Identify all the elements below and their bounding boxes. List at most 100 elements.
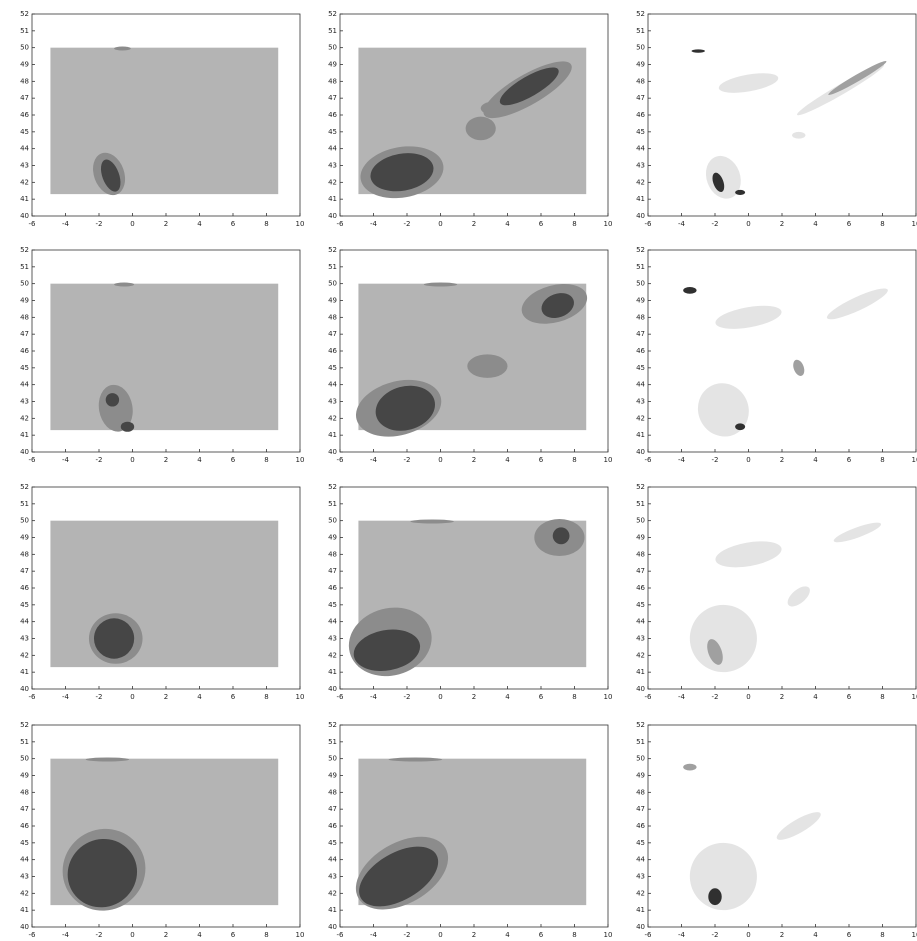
contour-region <box>714 302 783 334</box>
x-tick-label: 2 <box>164 456 168 464</box>
y-tick-label: 46 <box>328 822 337 830</box>
y-tick-label: 51 <box>328 27 337 35</box>
x-tick-label: 6 <box>231 456 236 464</box>
y-tick-label: 44 <box>20 618 29 626</box>
y-tick-label: 41 <box>20 906 29 914</box>
x-tick-label: 2 <box>472 693 476 701</box>
y-tick-label: 42 <box>636 889 645 897</box>
y-tick-label: 43 <box>636 162 645 170</box>
plot-area <box>678 764 824 923</box>
x-tick-label: -4 <box>370 220 378 228</box>
x-tick-label: 0 <box>438 693 442 701</box>
y-tick-label: 45 <box>328 601 337 609</box>
y-tick-label: 49 <box>20 61 29 69</box>
y-tick-label: 49 <box>636 297 645 305</box>
panel: -6-4-2024681040414243444546474849505152 <box>20 10 304 228</box>
contour-region <box>774 808 824 845</box>
y-tick-label: 43 <box>636 635 645 643</box>
x-tick-label: 8 <box>264 220 268 228</box>
x-tick-label: 6 <box>539 220 544 228</box>
y-tick-label: 45 <box>20 128 29 136</box>
y-tick-label: 48 <box>636 77 645 85</box>
x-tick-label: -6 <box>29 456 37 464</box>
x-tick-label: -4 <box>62 693 70 701</box>
y-tick-label: 42 <box>20 889 29 897</box>
x-tick-label: 2 <box>164 931 168 939</box>
y-tick-label: 41 <box>328 431 337 439</box>
x-tick-label: -6 <box>29 220 37 228</box>
x-tick-label: 8 <box>880 456 884 464</box>
contour-region <box>678 593 770 685</box>
x-tick-label: 10 <box>296 456 305 464</box>
y-tick-label: 43 <box>20 635 29 643</box>
x-tick-label: 6 <box>539 693 544 701</box>
y-tick-label: 46 <box>636 111 645 119</box>
x-tick-label: 10 <box>604 693 613 701</box>
y-tick-label: 40 <box>636 923 645 931</box>
contour-region <box>692 49 705 52</box>
y-tick-label: 44 <box>636 618 645 626</box>
y-tick-label: 48 <box>20 788 29 796</box>
y-tick-label: 51 <box>20 263 29 271</box>
contour-region <box>114 46 131 50</box>
y-tick-label: 40 <box>636 685 645 693</box>
x-tick-label: 2 <box>164 693 168 701</box>
y-tick-label: 48 <box>636 550 645 558</box>
x-tick-label: -6 <box>29 693 37 701</box>
x-tick-label: 4 <box>505 693 510 701</box>
y-tick-label: 41 <box>20 431 29 439</box>
y-tick-label: 41 <box>328 668 337 676</box>
x-tick-label: -2 <box>404 220 411 228</box>
y-tick-label: 51 <box>328 738 337 746</box>
y-tick-label: 49 <box>636 61 645 69</box>
x-tick-label: 6 <box>539 931 544 939</box>
x-tick-label: 8 <box>572 931 576 939</box>
panel: -6-4-2024681040414243444546474849505152 <box>328 10 612 228</box>
y-tick-label: 44 <box>636 145 645 153</box>
x-tick-label: 10 <box>604 931 613 939</box>
contour-region <box>466 117 496 141</box>
y-tick-label: 47 <box>328 330 337 338</box>
panel: -6-4-2024681040414243444546474849505152 <box>636 721 917 939</box>
x-tick-label: -2 <box>404 693 411 701</box>
x-tick-label: 2 <box>472 931 476 939</box>
x-tick-label: 10 <box>912 931 917 939</box>
x-tick-label: 6 <box>847 931 852 939</box>
x-tick-label: 6 <box>539 456 544 464</box>
y-tick-label: 47 <box>636 805 645 813</box>
y-tick-label: 41 <box>636 431 645 439</box>
y-tick-label: 40 <box>328 923 337 931</box>
y-tick-label: 49 <box>328 534 337 542</box>
y-tick-label: 42 <box>20 414 29 422</box>
y-tick-label: 50 <box>20 755 29 763</box>
x-tick-label: 4 <box>505 456 510 464</box>
contour-region <box>467 354 507 378</box>
y-tick-label: 50 <box>20 517 29 525</box>
x-tick-label: 6 <box>231 931 236 939</box>
x-tick-label: -2 <box>712 220 719 228</box>
contour-region <box>717 69 779 96</box>
domain <box>50 48 278 194</box>
contour-region <box>683 764 696 771</box>
y-tick-label: 46 <box>20 822 29 830</box>
x-tick-label: 10 <box>296 220 305 228</box>
y-tick-label: 42 <box>328 178 337 186</box>
y-tick-label: 40 <box>20 448 29 456</box>
y-tick-label: 44 <box>328 618 337 626</box>
y-tick-label: 40 <box>636 212 645 220</box>
y-tick-label: 47 <box>328 567 337 575</box>
y-tick-label: 43 <box>20 162 29 170</box>
axes-frame <box>648 487 916 689</box>
x-tick-label: -4 <box>370 456 378 464</box>
y-tick-label: 44 <box>636 381 645 389</box>
y-tick-label: 41 <box>636 195 645 203</box>
y-tick-label: 48 <box>328 550 337 558</box>
y-tick-label: 44 <box>20 856 29 864</box>
x-tick-label: -6 <box>29 931 37 939</box>
panel: -6-4-2024681040414243444546474849505152 <box>20 721 304 939</box>
contour-region <box>791 358 806 377</box>
y-tick-label: 52 <box>328 483 337 491</box>
y-tick-label: 50 <box>636 280 645 288</box>
y-tick-label: 40 <box>636 448 645 456</box>
panel: -6-4-2024681040414243444546474849505152 <box>328 721 612 939</box>
